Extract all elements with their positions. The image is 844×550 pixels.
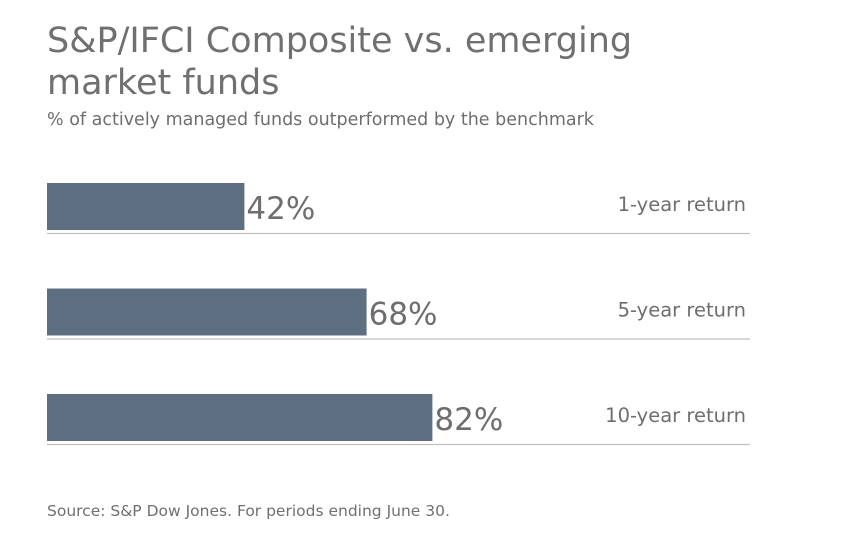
- source-note: Source: S&P Dow Jones. For periods endin…: [47, 502, 450, 520]
- value-label-3: 82%: [434, 402, 503, 438]
- bar-2: [47, 288, 367, 336]
- bar-3: [47, 394, 433, 441]
- category-label-2: 5-year return: [618, 299, 746, 322]
- category-label-1: 1-year return: [618, 193, 746, 216]
- value-label-2: 68%: [369, 297, 438, 333]
- chart-subtitle: % of actively managed funds outperformed…: [47, 110, 594, 130]
- category-label-3: 10-year return: [605, 404, 746, 427]
- value-label-1: 42%: [246, 191, 315, 227]
- chart-title: S&P/IFCI Composite vs. emerging market f…: [47, 21, 633, 103]
- bar-1: [47, 183, 245, 230]
